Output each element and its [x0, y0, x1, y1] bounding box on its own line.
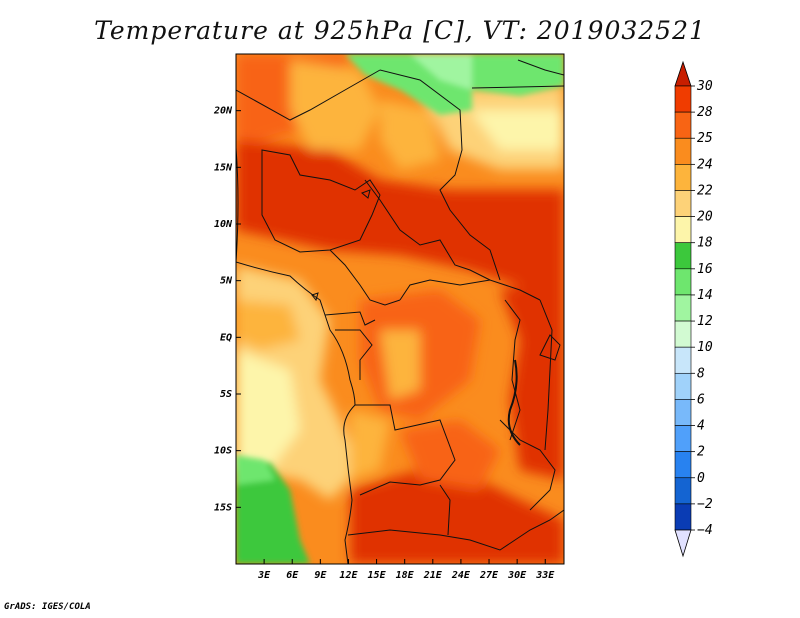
colorbar-segment	[674, 216, 692, 244]
colorbar-label: 28	[697, 105, 713, 120]
colorbar-segment	[674, 111, 692, 139]
lon-tick-label: 12E	[339, 570, 358, 581]
lon-tick-label: 27E	[479, 570, 499, 581]
colorbar-label: 4	[697, 419, 705, 434]
colorbar-label: 10	[697, 340, 713, 355]
colorbar-segment	[674, 477, 692, 505]
country-borders	[236, 59, 564, 564]
colorbar-label: 6	[697, 392, 705, 407]
lon-tick-label: 15E	[368, 570, 387, 581]
colorbar-label: 22	[697, 183, 713, 198]
lon-tick-label: 9E	[314, 570, 327, 581]
lon-tick-label: 6E	[286, 570, 299, 581]
colorbar-segment	[674, 503, 692, 531]
colorbar-label: 8	[697, 366, 705, 381]
lat-tick-label: 5S	[220, 389, 232, 400]
colorbar-segment	[674, 242, 692, 270]
lon-tick-label: 33E	[535, 570, 555, 581]
lat-tick-label: 15S	[214, 502, 232, 513]
colorbar-segment	[674, 164, 692, 191]
colorbar-label: −2	[697, 497, 713, 512]
colorbar-segment	[674, 346, 692, 374]
colorbar-segment	[674, 268, 692, 296]
colorbar-label: 20	[697, 210, 713, 225]
colorbar-segment	[674, 137, 692, 165]
chart-title: Temperature at 925hPa [C], VT: 201903252…	[94, 16, 706, 45]
lat-tick-label: 10N	[214, 219, 233, 230]
colorbar-label: 18	[697, 236, 713, 251]
lon-tick-label: 18E	[396, 570, 415, 581]
colorbar-bottom-arrow	[674, 529, 692, 558]
lon-tick-label: 24E	[451, 570, 471, 581]
lat-tick-label: 10S	[214, 446, 232, 457]
colorbar-label: 14	[697, 288, 713, 303]
colorbar-label: 0	[697, 471, 705, 486]
lon-tick-label: 30E	[507, 570, 527, 581]
lat-tick-label: 15N	[214, 162, 233, 173]
colorbar-segment	[674, 399, 692, 426]
map-frame	[235, 53, 565, 565]
lat-tick-label: 5N	[220, 276, 233, 287]
lat-tick-label: 20N	[213, 106, 233, 117]
colorbar-label: 30	[696, 79, 713, 94]
colorbar-segment	[674, 320, 692, 348]
colorbar-label: 25	[697, 131, 713, 146]
colorbar-label: 2	[697, 445, 705, 460]
longitude-axis: 3E 6E 9E 12E 15E 18E 21E 24E 27E 30E 33E	[257, 559, 555, 581]
lat-tick-label: EQ	[220, 332, 232, 343]
colorbar-label: 16	[697, 262, 713, 277]
colorbar-segment	[674, 425, 692, 452]
colorbar-segment	[674, 294, 692, 322]
colorbar-top-arrow	[674, 60, 692, 87]
temperature-field	[236, 54, 564, 564]
lon-tick-label: 21E	[423, 570, 443, 581]
colorbar-segment	[674, 451, 692, 479]
latitude-axis: 20N 15N 10N 5N EQ 5S 10S 15S	[213, 106, 241, 513]
colorbar-segment	[674, 372, 692, 400]
credit-text: GrADS: IGES/COLA	[4, 602, 91, 612]
lon-tick-label: 3E	[257, 570, 271, 581]
colorbar-label: 24	[697, 157, 713, 172]
colorbar-label: −4	[697, 523, 713, 538]
colorbar-segment	[674, 85, 692, 113]
colorbar-segment	[674, 190, 692, 217]
colorbar-label: 12	[697, 314, 713, 329]
